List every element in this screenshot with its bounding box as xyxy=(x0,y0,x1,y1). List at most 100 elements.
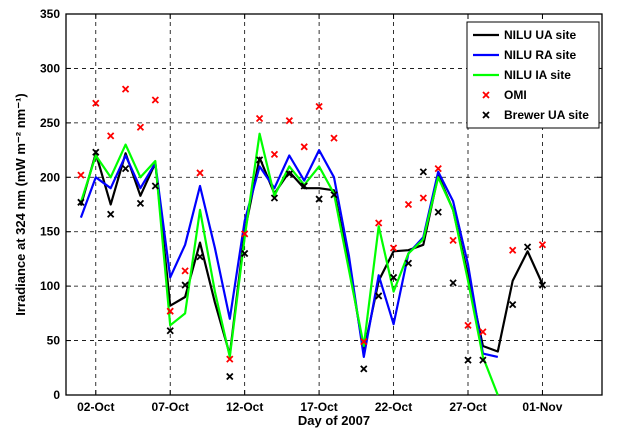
series-0 xyxy=(79,152,544,356)
legend-swatch xyxy=(482,91,490,99)
data-point xyxy=(77,171,85,179)
data-point xyxy=(389,244,398,252)
data-point xyxy=(270,150,279,159)
series-line xyxy=(79,152,544,356)
legend-item: NILU UA site xyxy=(473,28,577,42)
data-point xyxy=(226,355,234,363)
series-1 xyxy=(79,149,499,358)
data-point xyxy=(151,182,159,190)
data-point xyxy=(479,328,487,336)
data-point xyxy=(241,230,249,238)
data-point xyxy=(404,259,413,267)
data-point xyxy=(449,236,457,245)
data-point xyxy=(226,372,234,381)
data-point xyxy=(136,199,145,208)
y-tick-label: 0 xyxy=(53,388,60,402)
legend-swatch xyxy=(482,111,490,119)
data-point xyxy=(360,365,368,373)
y-tick-label: 150 xyxy=(40,225,60,239)
data-point xyxy=(166,307,174,315)
data-point xyxy=(181,281,189,289)
data-point xyxy=(92,99,100,107)
data-point xyxy=(509,301,517,309)
series-line xyxy=(79,149,499,358)
x-tick-label: 12-Oct xyxy=(226,400,263,414)
y-tick-label: 350 xyxy=(40,7,60,21)
y-tick-label: 100 xyxy=(40,279,60,293)
x-axis-label: Day of 2007 xyxy=(298,413,370,428)
data-point xyxy=(270,194,279,202)
legend-item: Brewer UA site xyxy=(482,108,589,122)
y-tick-label: 300 xyxy=(40,61,60,75)
legend-item: OMI xyxy=(482,88,527,102)
data-point xyxy=(255,156,264,164)
data-point xyxy=(285,170,293,178)
y-tick-label: 250 xyxy=(40,116,60,130)
data-point xyxy=(121,85,130,93)
data-point xyxy=(315,102,323,111)
data-point xyxy=(196,253,204,261)
data-point xyxy=(389,273,398,282)
data-point xyxy=(151,96,159,104)
x-tick-label: 02-Oct xyxy=(77,400,114,414)
data-point xyxy=(523,243,532,251)
data-point xyxy=(479,356,487,364)
axes-box xyxy=(65,13,603,396)
legend-label: NILU UA site xyxy=(504,28,577,42)
legend-label: OMI xyxy=(504,88,527,102)
legend-label: NILU IA site xyxy=(504,68,571,82)
x-tick-label: 07-Oct xyxy=(152,400,189,414)
tick-marks xyxy=(66,13,602,396)
data-point xyxy=(538,241,547,249)
data-point xyxy=(330,191,338,199)
data-point xyxy=(181,267,189,275)
data-point xyxy=(449,279,457,287)
data-point xyxy=(538,281,547,289)
data-point xyxy=(509,246,517,254)
data-point xyxy=(434,164,442,173)
legend-label: Brewer UA site xyxy=(504,108,589,122)
legend-label: NILU RA site xyxy=(504,48,577,62)
data-point xyxy=(419,168,427,176)
x-tick-label: 27-Oct xyxy=(449,400,486,414)
y-tick-labels: 0 50 100 150 200 250 300 350 xyxy=(40,7,60,402)
series-2 xyxy=(79,132,499,396)
legend: NILU UA site NILU RA site NILU IA site OMI B… xyxy=(466,21,600,129)
data-point xyxy=(404,200,413,209)
data-point xyxy=(121,164,130,173)
series-4 xyxy=(77,148,547,381)
data-point xyxy=(300,182,308,190)
series-line xyxy=(79,132,499,396)
data-point xyxy=(330,134,338,142)
data-point xyxy=(360,338,368,346)
series-3 xyxy=(77,85,547,363)
data-point xyxy=(464,321,472,329)
data-point xyxy=(136,123,145,131)
data-point xyxy=(285,117,293,125)
series-layer xyxy=(77,85,547,396)
data-point xyxy=(107,210,115,218)
data-point xyxy=(241,249,249,258)
x-tick-labels: 02-Oct 07-Oct 12-Oct 17-Oct 22-Oct 27-Oct 01-N… xyxy=(77,400,563,414)
data-point xyxy=(464,356,472,364)
y-axis-label: Irradiance at 324 nm (mW m⁻² nm⁻¹) xyxy=(13,93,28,316)
data-point xyxy=(315,195,323,203)
data-point xyxy=(196,169,204,177)
data-point xyxy=(419,194,427,202)
data-point xyxy=(77,198,85,206)
data-point xyxy=(375,292,383,300)
data-point xyxy=(166,327,174,335)
legend-item: NILU RA site xyxy=(473,48,577,62)
data-point xyxy=(107,132,115,140)
x-tick-label: 22-Oct xyxy=(375,400,412,414)
data-point xyxy=(375,219,383,227)
y-tick-label: 50 xyxy=(47,334,61,348)
x-tick-label: 01-Nov xyxy=(522,400,562,414)
data-point xyxy=(434,208,442,216)
y-tick-label: 200 xyxy=(40,170,60,184)
legend-item: NILU IA site xyxy=(473,68,571,82)
data-point xyxy=(92,148,100,156)
data-point xyxy=(300,143,308,151)
data-point xyxy=(255,114,264,123)
